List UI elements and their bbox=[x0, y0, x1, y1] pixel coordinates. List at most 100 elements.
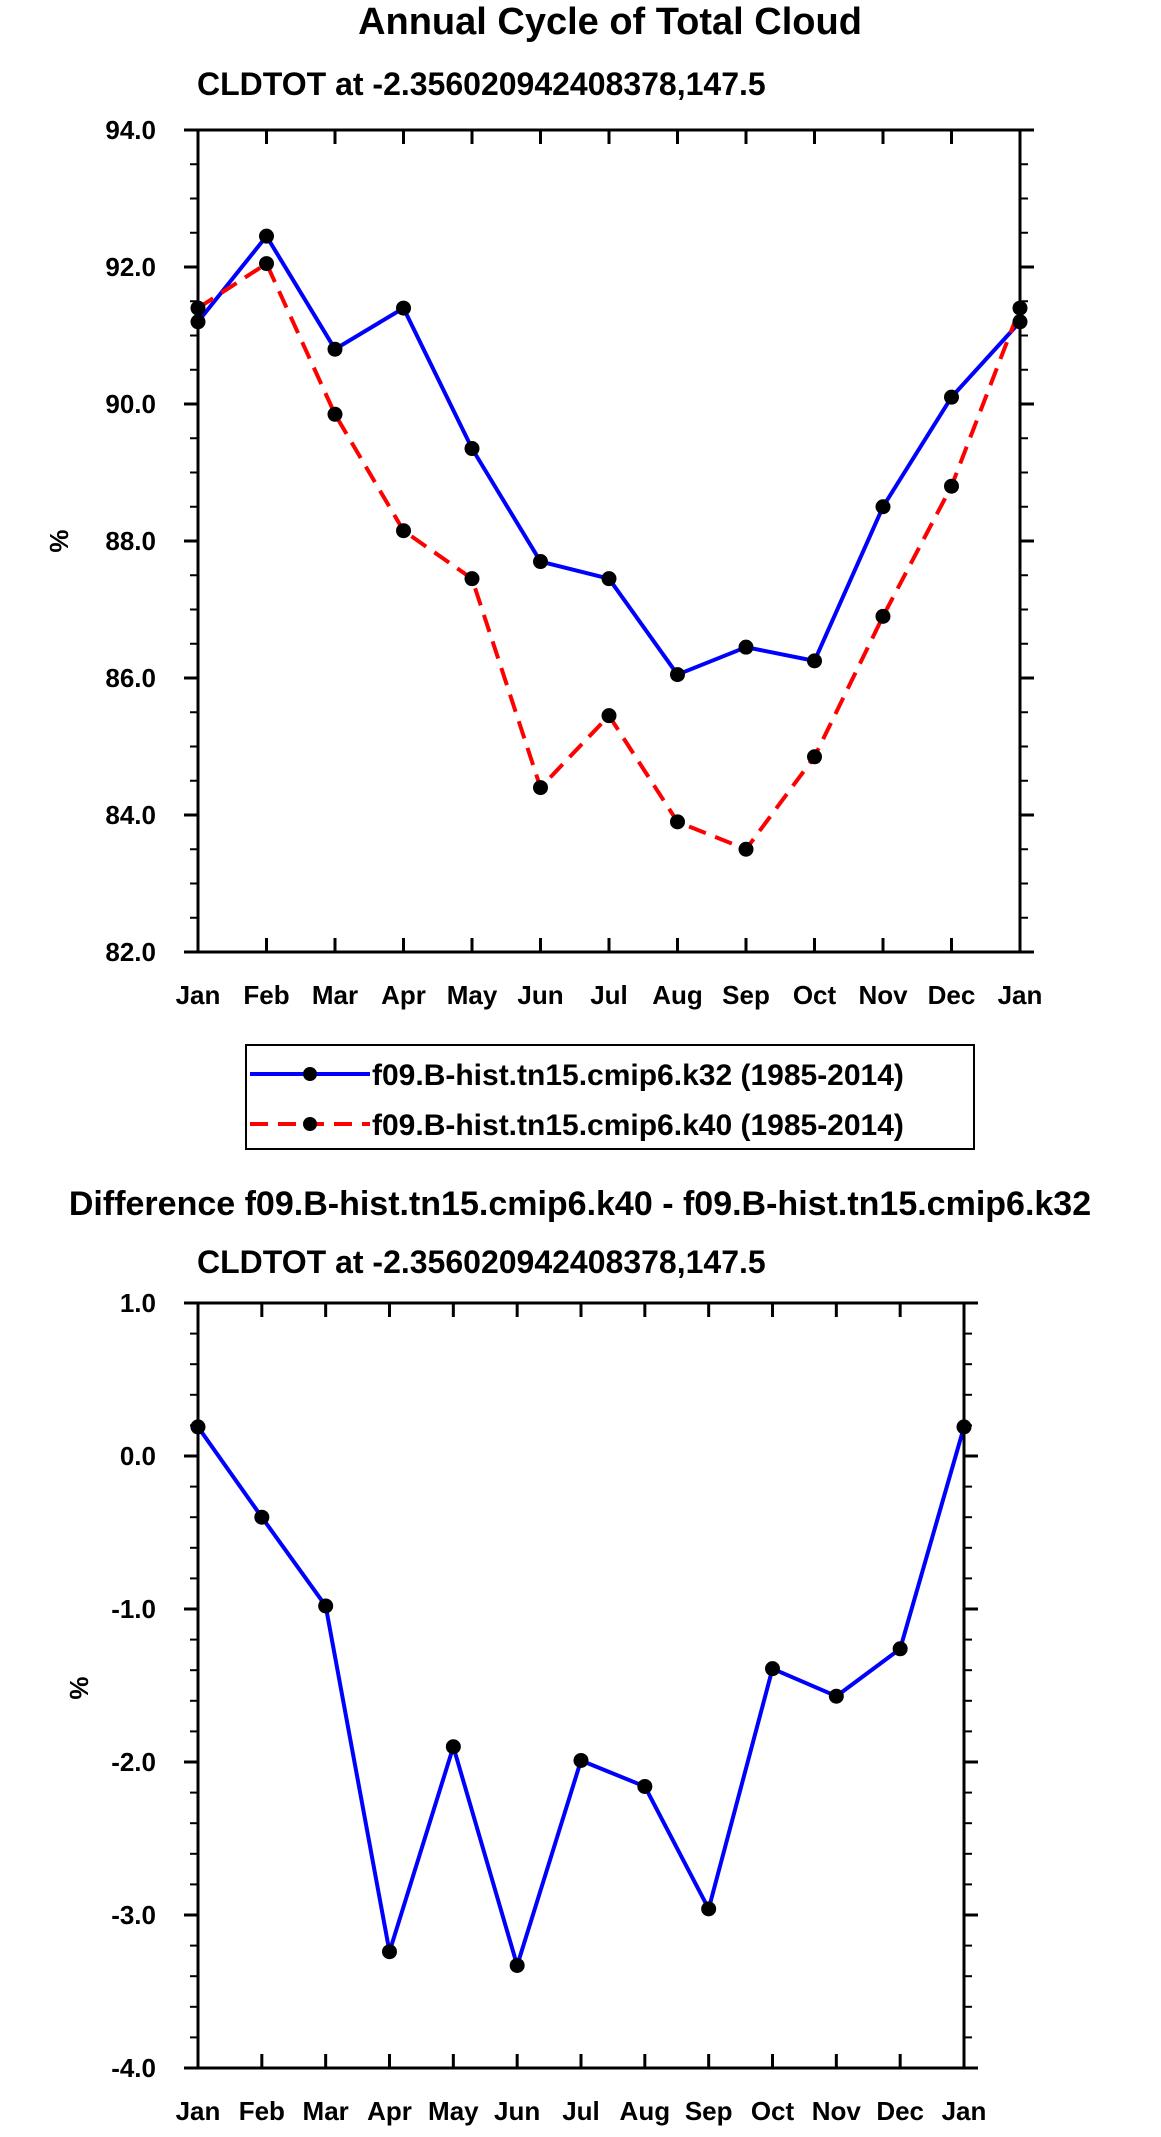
top-y-tick-label: 90.0 bbox=[105, 389, 156, 419]
bottom-series-0-point bbox=[637, 1778, 653, 1794]
top-series-0-point bbox=[464, 441, 480, 457]
bottom-x-tick-label: Jun bbox=[494, 2096, 540, 2126]
legend-marker-k32 bbox=[303, 1067, 317, 1081]
bottom-chart-subtitle: CLDTOT at -2.356020942408378,147.5 bbox=[197, 1244, 766, 1280]
top-x-tick-labels: Jan Feb Mar Apr May Jun Jul Aug Sep Oct Nov Dec Jan bbox=[176, 980, 1043, 1010]
bottom-x-tick-label: Apr bbox=[367, 2096, 412, 2126]
top-series-1-point bbox=[327, 406, 343, 422]
top-y-tick-label: 88.0 bbox=[105, 526, 156, 556]
top-y-tick-label: 92.0 bbox=[105, 252, 156, 282]
bottom-y-tick-labels: -4.0 -3.0 -2.0 -1.0 0.0 1.0 bbox=[111, 1288, 156, 2083]
bottom-y-tick-label: -2.0 bbox=[111, 1747, 156, 1777]
top-series-1-point bbox=[533, 780, 548, 796]
bottom-x-tick-label: May bbox=[428, 2096, 479, 2126]
bottom-x-tick-label: Jul bbox=[562, 2096, 600, 2126]
bottom-x-tick-label: Aug bbox=[620, 2096, 671, 2126]
top-series-1-point bbox=[601, 708, 617, 724]
top-series-1-point bbox=[670, 814, 685, 830]
top-x-tick-label: Nov bbox=[858, 980, 908, 1010]
top-x-tick-label: Oct bbox=[793, 980, 837, 1010]
top-series-0-point bbox=[670, 667, 685, 683]
top-x-tick-label: Jun bbox=[517, 980, 563, 1010]
top-series-1-point bbox=[875, 608, 891, 624]
bottom-series-0-point bbox=[382, 1944, 397, 1960]
top-series-1-point bbox=[259, 256, 274, 272]
top-y-tick-labels: 82.0 84.0 86.0 88.0 90.0 92.0 94.0 bbox=[105, 115, 156, 967]
top-series-1-point bbox=[944, 478, 959, 494]
bottom-y-tick-label: -4.0 bbox=[111, 2053, 156, 2083]
bottom-series-0-point bbox=[892, 1641, 908, 1657]
top-series-1-point bbox=[807, 749, 822, 765]
top-x-tick-label: Mar bbox=[312, 980, 358, 1010]
bottom-series-0-point bbox=[445, 1739, 461, 1755]
top-series-group bbox=[190, 228, 1028, 857]
legend-label-k32: f09.B-hist.tn15.cmip6.k32 (1985-2014) bbox=[372, 1059, 904, 1092]
bottom-y-tick-label: -1.0 bbox=[111, 1594, 156, 1624]
bottom-chart-title: Difference f09.B-hist.tn15.cmip6.k40 - f… bbox=[69, 1185, 1091, 1223]
top-x-tick-label: Sep bbox=[722, 980, 770, 1010]
bottom-x-tick-label: Oct bbox=[751, 2096, 795, 2126]
bottom-x-tick-label: Nov bbox=[812, 2096, 862, 2126]
bottom-series-0-point bbox=[318, 1598, 334, 1614]
top-series-0-point bbox=[259, 228, 274, 244]
bottom-x-tick-label: Jan bbox=[942, 2096, 987, 2126]
bottom-x-tick-label: Dec bbox=[876, 2096, 924, 2126]
top-axis-ticks bbox=[184, 128, 1034, 954]
bottom-series-line-0 bbox=[196, 1425, 966, 1968]
bottom-x-tick-labels: Jan Feb Mar Apr May Jun Jul Aug Sep Oct Nov Dec Jan bbox=[176, 2096, 987, 2126]
top-series-0-point bbox=[875, 499, 891, 515]
top-series-0-point bbox=[533, 554, 548, 570]
top-series-0-point bbox=[944, 389, 959, 405]
bottom-y-axis-label: % bbox=[64, 1676, 94, 1699]
bottom-y-tick-label: 0.0 bbox=[120, 1441, 156, 1471]
top-series-0-point bbox=[327, 341, 343, 357]
top-x-tick-label: Dec bbox=[928, 980, 976, 1010]
top-series-0-point bbox=[396, 300, 411, 316]
top-series-1-point bbox=[738, 841, 754, 857]
legend-box bbox=[245, 1044, 975, 1150]
top-y-tick-label: 82.0 bbox=[105, 937, 156, 967]
bottom-series-0-point bbox=[701, 1901, 717, 1917]
top-series-line-0 bbox=[196, 234, 1022, 677]
legend-label-k40: f09.B-hist.tn15.cmip6.k40 (1985-2014) bbox=[372, 1109, 904, 1142]
top-series-1-point bbox=[396, 523, 411, 539]
top-x-tick-label: Jan bbox=[998, 980, 1043, 1010]
top-panel: Annual Cycle of Total Cloud CLDTOT at -2… bbox=[44, 1, 1042, 1010]
top-plot-frame bbox=[196, 128, 1022, 954]
top-series-1-point bbox=[464, 571, 480, 587]
top-series-0-point bbox=[601, 571, 617, 587]
bottom-x-tick-label: Mar bbox=[303, 2096, 349, 2126]
bottom-x-tick-label: Jan bbox=[176, 2096, 221, 2126]
bottom-series-0-point bbox=[573, 1752, 589, 1768]
top-x-tick-label: Aug bbox=[652, 980, 703, 1010]
bottom-panel: Difference f09.B-hist.tn15.cmip6.k40 - f… bbox=[64, 1185, 1091, 2126]
bottom-plot-frame bbox=[196, 1301, 966, 2070]
bottom-y-tick-label: 1.0 bbox=[120, 1288, 156, 1318]
legend-marker-k40 bbox=[303, 1117, 317, 1131]
top-y-tick-label: 84.0 bbox=[105, 800, 156, 830]
top-x-tick-label: Feb bbox=[243, 980, 289, 1010]
top-series-0-point bbox=[807, 653, 822, 669]
top-x-tick-label: Jan bbox=[176, 980, 221, 1010]
bottom-axis-ticks bbox=[184, 1301, 978, 2070]
top-y-tick-label: 94.0 bbox=[105, 115, 156, 145]
bottom-series-group bbox=[190, 1419, 972, 1973]
bottom-series-0-point bbox=[828, 1688, 844, 1704]
top-y-tick-label: 86.0 bbox=[105, 663, 156, 693]
bottom-x-tick-label: Sep bbox=[685, 2096, 733, 2126]
bottom-series-0-point bbox=[509, 1957, 525, 1973]
top-chart-subtitle: CLDTOT at -2.356020942408378,147.5 bbox=[197, 66, 766, 102]
top-y-axis-label: % bbox=[44, 529, 74, 552]
bottom-series-0-point bbox=[765, 1661, 780, 1677]
bottom-series-0-point bbox=[254, 1509, 270, 1525]
top-series-line-1 bbox=[196, 261, 1022, 852]
bottom-y-tick-label: -3.0 bbox=[111, 1900, 156, 1930]
top-chart-title: Annual Cycle of Total Cloud bbox=[358, 1, 862, 43]
bottom-x-tick-label: Feb bbox=[239, 2096, 285, 2126]
top-x-tick-label: Jul bbox=[590, 980, 628, 1010]
top-x-tick-label: May bbox=[447, 980, 498, 1010]
legend: f09.B-hist.tn15.cmip6.k32 (1985-2014) f0… bbox=[245, 1044, 975, 1150]
top-series-0-point bbox=[738, 639, 754, 655]
top-x-tick-label: Apr bbox=[381, 980, 426, 1010]
